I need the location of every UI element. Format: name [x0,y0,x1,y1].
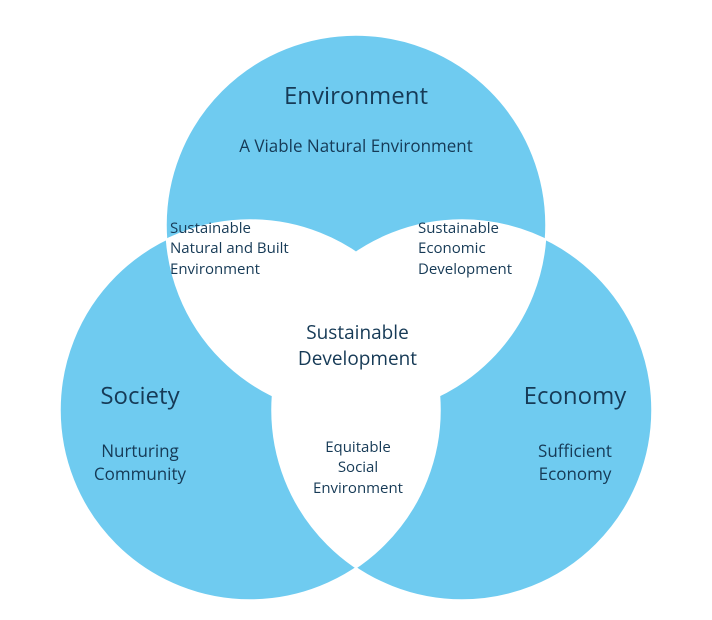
subtitle-environment: A Viable Natural Environment [228,135,484,158]
overlap-env-society: SustainableNatural and BuiltEnvironment [170,218,315,279]
center-label: SustainableDevelopment [280,320,435,371]
overlap-soc-economy: EquitableSocialEnvironment [298,437,418,498]
subtitle-society: NurturingCommunity [75,440,205,486]
title-economy: Economy [510,380,640,412]
title-environment: Environment [270,80,442,112]
venn-diagram: Environment A Viable Natural Environment… [0,0,712,620]
overlap-env-economy: SustainableEconomicDevelopment [418,218,548,279]
subtitle-economy: SufficientEconomy [505,440,645,486]
title-society: Society [80,380,200,412]
